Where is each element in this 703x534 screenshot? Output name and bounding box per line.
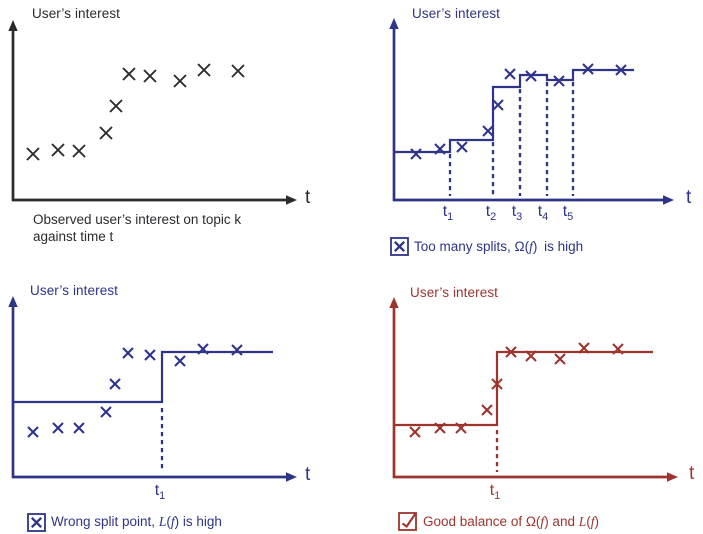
caption-text: Too many splits, Ω( — [414, 239, 530, 254]
panel2-x-axis-label: t — [686, 187, 692, 208]
step-function-line — [394, 68, 634, 154]
caption-text: ( — [586, 514, 591, 529]
panel2-caption: Too many splits, Ω(f) is high — [414, 239, 583, 255]
check-mark-icon — [401, 512, 417, 528]
math-symbol: L — [578, 514, 587, 529]
tick-label-t1: t1 — [489, 482, 501, 503]
panel3-caption: Wrong split point, L(f) is high — [51, 514, 222, 530]
check-box-icon — [398, 512, 417, 531]
math-symbol: f — [529, 239, 533, 254]
panel-observed-plot — [8, 20, 297, 205]
panel3-x-axis-label: t — [305, 464, 311, 485]
math-symbol: f — [590, 514, 595, 529]
x-box-icon — [27, 513, 46, 532]
panel1-caption-line2: against time t — [33, 229, 114, 244]
x-axis-arrow-icon — [663, 195, 674, 205]
scatter-x-markers — [26, 63, 245, 161]
panel-wrong-split-point-plot — [8, 296, 297, 532]
math-symbol: f — [170, 514, 175, 529]
y-axis-arrow-icon — [8, 296, 18, 307]
x-mark-icon — [30, 516, 43, 529]
x-box-icon — [390, 237, 409, 256]
caption-text: ( — [166, 514, 171, 529]
panel1-title: User’s interest — [32, 6, 121, 21]
panel4-title: User’s interest — [410, 285, 499, 300]
caption-text: ) is high — [532, 239, 584, 254]
math-symbol: L — [158, 514, 167, 529]
panel4-x-axis-label: t — [689, 463, 695, 484]
panel1-x-axis-label: t — [305, 187, 311, 208]
scatter-x-markers — [409, 342, 624, 438]
math-symbol: f — [540, 514, 545, 529]
panel3-title: User’s interest — [30, 283, 119, 298]
caption-text: ) — [594, 514, 600, 529]
panel1-caption-line1: Observed user’s interest on topic k — [33, 212, 242, 227]
tick-label-t1: t1 — [442, 203, 454, 224]
panel4-caption: Good balance of Ω(f) and L(f) — [423, 514, 599, 530]
caption-text: Good balance of Ω( — [423, 514, 541, 529]
y-axis-arrow-icon — [389, 18, 399, 29]
scatter-x-markers — [27, 343, 243, 438]
step-function-line — [13, 350, 273, 404]
tick-label-t2: t2 — [485, 203, 497, 224]
scatter-x-markers — [410, 63, 627, 160]
tick-label-t4: t4 — [537, 203, 549, 224]
panel-good-balance-plot — [389, 297, 678, 531]
caption-text: Wrong split point, — [51, 514, 159, 529]
y-axis-arrow-icon — [8, 20, 18, 31]
tick-label-t1: t1 — [154, 482, 166, 503]
y-axis-arrow-icon — [389, 297, 399, 308]
tick-label-t5: t5 — [562, 203, 574, 224]
x-axis-arrow-icon — [667, 472, 678, 482]
x-axis-arrow-icon — [286, 195, 297, 205]
step-function-line — [394, 350, 653, 427]
tick-label-t3: t3 — [511, 203, 523, 224]
caption-text: ) and — [544, 514, 579, 529]
x-axis-arrow-icon — [286, 472, 297, 482]
caption-text: ) is high — [174, 514, 222, 529]
panel2-title: User’s interest — [412, 6, 501, 21]
x-mark-icon — [393, 240, 406, 253]
panel-too-many-splits-plot — [389, 18, 674, 256]
